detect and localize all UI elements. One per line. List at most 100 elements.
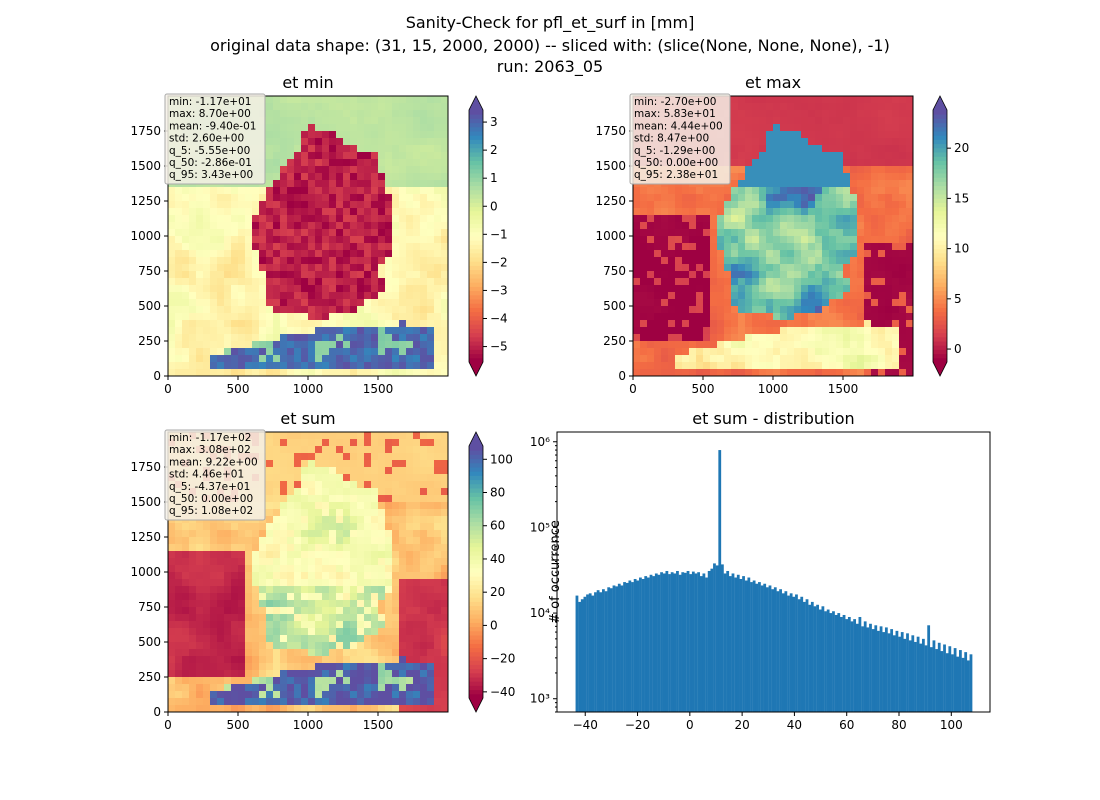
heatmap-cell [878,334,886,342]
heatmap-cell [357,460,365,468]
heatmap-cell [357,103,365,111]
heatmap-cell [399,166,407,174]
heatmap-cell [420,488,428,496]
heatmap-cell [385,691,393,699]
heatmap-cell [224,558,232,566]
heatmap-cell [203,194,211,202]
heatmap-cell [273,677,281,685]
heatmap-cell [301,551,309,559]
heatmap-cell [885,173,893,181]
heatmap-cell [892,145,900,153]
colorbar-segment [469,231,483,237]
heatmap-cell [203,201,211,209]
heatmap-cell [336,551,344,559]
heatmap-cell [647,313,655,321]
heatmap-cell [406,355,414,363]
heatmap-cell [287,180,295,188]
heatmap-cell [238,187,246,195]
heatmap-cell [752,278,760,286]
heatmap-cell [217,530,225,538]
heatmap-cell [434,600,442,608]
heatmap-cell [661,271,669,279]
heatmap-cell [350,621,358,629]
heatmap-cell [357,285,365,293]
heatmap-cell [752,96,760,104]
heatmap-cell [385,439,393,447]
heatmap-cell [745,208,753,216]
heatmap-cell [287,243,295,251]
heatmap-cell [773,278,781,286]
heatmap-cell [682,334,690,342]
heatmap-cell [203,537,211,545]
heatmap-cell [843,278,851,286]
heatmap-cell [752,355,760,363]
heatmap-cell [329,614,337,622]
heatmap-cell [864,257,872,265]
heatmap-cell [427,278,435,286]
heatmap-cell [343,208,351,216]
heatmap-cell [343,306,351,314]
heatmap-cell [385,460,393,468]
colorbar-segment [933,341,947,346]
heatmap-cell [399,502,407,510]
heatmap-cell [413,607,421,615]
heatmap-cell [745,264,753,272]
colorbar-segment [933,324,947,329]
heatmap-cell [427,236,435,244]
heatmap-cell [364,495,372,503]
heatmap-cell [259,663,267,671]
heatmap-cell [392,320,400,328]
heatmap-cell [822,264,830,272]
heatmap-cell [399,215,407,223]
heatmap-cell [315,656,323,664]
heatmap-cell [217,691,225,699]
heatmap-cell [434,138,442,146]
heatmap-cell [252,579,260,587]
heatmap-cell [413,516,421,524]
heatmap-cell [357,236,365,244]
heatmap-cell [441,215,448,223]
heatmap-cell [906,306,913,314]
heatmap-cell [294,173,302,181]
heatmap-cell [420,467,428,475]
heatmap-cell [336,166,344,174]
heatmap-cell [238,691,246,699]
heatmap-cell [168,327,176,335]
heatmap-cell [357,124,365,132]
heatmap-cell [273,103,281,111]
heatmap-cell [287,327,295,335]
heatmap-cell [640,201,648,209]
heatmap-cell [406,565,414,573]
heatmap-cell [273,509,281,517]
heatmap-cell [315,572,323,580]
heatmap-cell [406,432,414,440]
heatmap-cell [350,271,358,279]
heatmap-cell [850,138,858,146]
heatmap-cell [168,705,176,712]
heatmap-cell [703,369,711,376]
heatmap-cell [794,348,802,356]
heatmap-cell [378,446,386,454]
heatmap-cell [357,369,365,376]
heatmap-cell [322,614,330,622]
heatmap-cell [864,201,872,209]
colorbar-segment [469,168,483,174]
heatmap-cell [357,656,365,664]
colorbar-segment [933,139,947,145]
heatmap-cell [724,313,732,321]
heatmap-cell [808,117,816,125]
heatmap-cell [343,649,351,657]
heatmap-cell [878,229,886,237]
heatmap-cell [808,152,816,160]
heatmap-cell [420,474,428,482]
heatmap-cell [906,334,913,342]
heatmap-cell [336,495,344,503]
heatmap-cell [906,124,913,132]
heatmap-cell [287,355,295,363]
heatmap-cell [773,201,781,209]
heatmap-cell [675,348,683,356]
heatmap-cell [801,313,809,321]
heatmap-cell [675,334,683,342]
heatmap-cell [364,698,372,706]
heatmap-cell [343,341,351,349]
